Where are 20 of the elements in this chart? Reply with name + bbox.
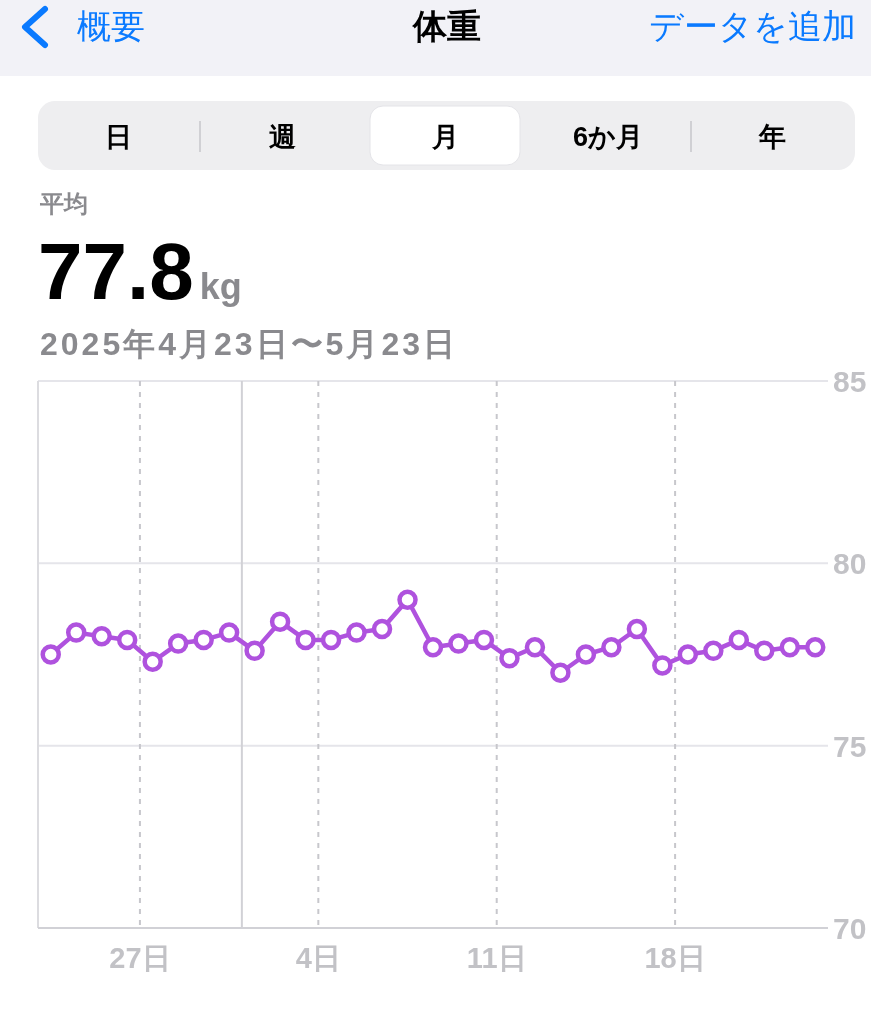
y-tick-label: 75 (833, 729, 867, 763)
annotation: 6か月 (573, 122, 643, 152)
y-tick-label: 85 (833, 365, 867, 398)
annotation: 年 (758, 122, 786, 152)
annotation: データを追加 (649, 7, 856, 45)
annotation: 77.8 (38, 227, 194, 316)
title: 体重 (413, 7, 481, 45)
annotation: 日 (104, 122, 132, 152)
annotation: 月 (431, 122, 459, 152)
y-tick-label: 80 (833, 547, 867, 581)
subtitle: 2025年4月23日〜5月23日 (40, 326, 458, 362)
annotation: 概要 (77, 7, 145, 45)
annotation: 週 (268, 122, 296, 152)
x-tick-label: 18日 (644, 942, 706, 974)
annotation: 平均 (40, 190, 88, 217)
x-tick-label: 4日 (295, 942, 341, 974)
x-tick-label: 11日 (466, 942, 527, 974)
y-tick-label: 70 (833, 912, 867, 945)
x-tick-label: 27日 (109, 942, 171, 974)
annotation: kg (199, 266, 242, 307)
